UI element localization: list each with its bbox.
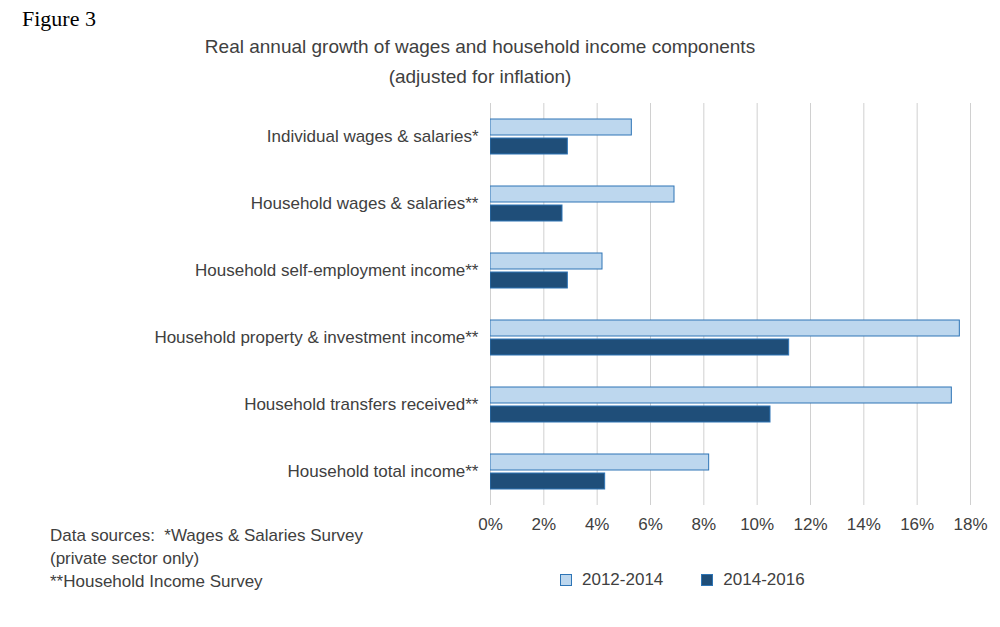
svg-text:Household wages & salaries**: Household wages & salaries** — [251, 194, 479, 213]
svg-text:10%: 10% — [740, 515, 774, 534]
svg-text:18%: 18% — [953, 515, 987, 534]
svg-text:Household transfers received**: Household transfers received** — [244, 395, 479, 414]
html-text:2014-2016: 2014-2016 — [723, 570, 805, 589]
svg-text:6%: 6% — [638, 515, 663, 534]
svg-text:Household self-employment inco: Household self-employment income** — [195, 261, 479, 280]
svg-text:12%: 12% — [793, 515, 827, 534]
svg-text:Individual wages & salaries*: Individual wages & salaries* — [267, 127, 479, 146]
html-text:Real annual growth of wages an: Real annual growth of wages and househol… — [204, 36, 756, 57]
svg-text:14%: 14% — [847, 515, 881, 534]
svg-text:4%: 4% — [585, 515, 610, 534]
html-text:2012-2014: 2012-2014 — [582, 570, 664, 589]
svg-text:2%: 2% — [532, 515, 557, 534]
html-text:(adjusted for inflation): (adjusted for inflation) — [388, 66, 572, 87]
svg-text:8%: 8% — [692, 515, 717, 534]
html-text:Data sources: *Wages & Salarie: Data sources: *Wages & Salaries Survey (… — [50, 526, 364, 591]
html-text:Figure 3: Figure 3 — [22, 6, 96, 31]
svg-text:Household total income**: Household total income** — [288, 462, 479, 481]
svg-text:0%: 0% — [478, 515, 503, 534]
svg-text:16%: 16% — [900, 515, 934, 534]
svg-text:Household property & investmen: Household property & investment income** — [154, 328, 478, 347]
